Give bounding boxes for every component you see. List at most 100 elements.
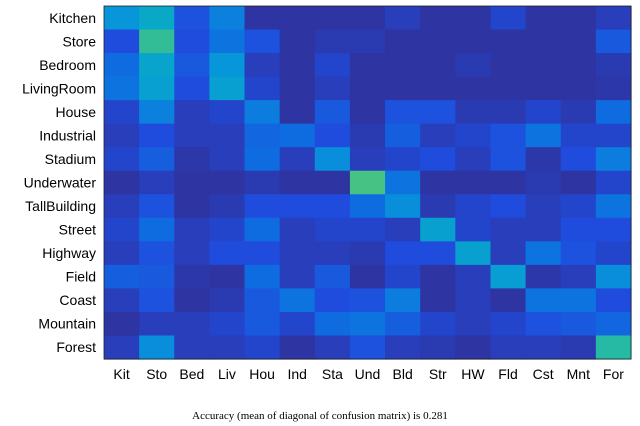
row-label: TallBuilding	[25, 198, 96, 214]
cell-Street-Mnt	[560, 217, 597, 242]
cell-Stadium-Hou	[244, 147, 281, 172]
cell-Bedroom-Hou	[244, 53, 281, 78]
cell-Coast-Mnt	[560, 288, 597, 313]
cell-Coast-Str	[420, 288, 456, 313]
cell-Street-Ind	[279, 217, 316, 242]
cell-Bedroom-HW	[455, 53, 492, 78]
cell-House-Und	[349, 100, 386, 125]
cell-Underwater-Hou	[244, 170, 281, 195]
cell-TallBuilding-Mnt	[560, 194, 597, 219]
cell-Highway-Bld	[385, 241, 421, 266]
cell-Industrial-Mnt	[560, 123, 597, 148]
cell-Mountain-Mnt	[560, 311, 597, 337]
row-label: Stadium	[45, 151, 96, 167]
cell-Kitchen-Kit	[104, 6, 140, 31]
cell-Industrial-Bld	[385, 123, 421, 148]
column-label: Ind	[287, 366, 306, 382]
cell-Industrial-Cst	[525, 123, 562, 148]
cell-Underwater-HW	[455, 170, 492, 195]
cell-Mountain-For	[595, 311, 632, 337]
cell-Forest-Sta	[314, 335, 351, 360]
cell-Coast-Cst	[525, 288, 562, 313]
cell-Street-Und	[349, 217, 386, 242]
cell-Coast-Sta	[314, 288, 351, 313]
cell-House-For	[595, 100, 632, 125]
cell-Forest-HW	[455, 335, 492, 360]
cell-Store-Mnt	[560, 29, 597, 54]
cell-Stadium-Bed	[174, 147, 210, 172]
cell-Store-Bld	[385, 29, 421, 54]
cell-Stadium-For	[595, 147, 632, 172]
cell-Stadium-Str	[420, 147, 456, 172]
cell-Forest-For	[595, 335, 632, 360]
cell-Highway-Str	[420, 241, 456, 266]
plot-frame	[103, 5, 632, 360]
cell-LivingRoom-Hou	[244, 76, 281, 101]
cell-Kitchen-Cst	[525, 6, 562, 31]
cell-Highway-Kit	[104, 241, 140, 266]
cell-LivingRoom-Ind	[279, 76, 316, 101]
cell-Coast-Liv	[209, 288, 246, 313]
cell-TallBuilding-Sta	[314, 194, 351, 219]
cell-Forest-Kit	[104, 335, 140, 360]
cell-Kitchen-Sta	[314, 6, 351, 31]
cell-Bedroom-Cst	[525, 53, 562, 78]
cell-Field-Kit	[104, 264, 140, 289]
cell-LivingRoom-Liv	[209, 76, 246, 101]
cell-Store-Bed	[174, 29, 210, 54]
row-label: House	[56, 104, 97, 120]
row-label: Store	[63, 33, 97, 49]
cell-Industrial-Sto	[139, 123, 175, 148]
cell-Industrial-Ind	[279, 123, 316, 148]
cell-Underwater-Fld	[490, 170, 527, 195]
cell-Coast-Sto	[139, 288, 175, 313]
cell-Coast-Fld	[490, 288, 527, 313]
cell-Street-Liv	[209, 217, 246, 242]
cell-TallBuilding-Str	[420, 194, 456, 219]
cell-Forest-Hou	[244, 335, 281, 360]
cell-Store-Und	[349, 29, 386, 54]
cell-House-Mnt	[560, 100, 597, 125]
cell-TallBuilding-Sto	[139, 194, 175, 219]
cell-House-Sto	[139, 100, 175, 125]
cell-Kitchen-Liv	[209, 6, 246, 31]
row-label: Industrial	[39, 127, 96, 143]
column-label: Sto	[146, 366, 167, 382]
cell-Underwater-Und	[349, 170, 386, 195]
row-label: Kitchen	[49, 10, 96, 26]
cell-Mountain-Sta	[314, 311, 351, 337]
cell-Underwater-For	[595, 170, 632, 195]
row-labels: Kitchen Store Bedroom LivingRoom House Indust…	[22, 10, 96, 355]
cell-TallBuilding-Und	[349, 194, 386, 219]
row-label: Forest	[56, 339, 96, 355]
cell-Bedroom-Sta	[314, 53, 351, 78]
cell-Kitchen-Fld	[490, 6, 527, 31]
cell-Store-Ind	[279, 29, 316, 54]
cell-Kitchen-Sto	[139, 6, 175, 31]
cell-Store-Hou	[244, 29, 281, 54]
cell-Mountain-Und	[349, 311, 386, 337]
cell-LivingRoom-Und	[349, 76, 386, 101]
cell-Forest-Fld	[490, 335, 527, 360]
cell-Industrial-Kit	[104, 123, 140, 148]
column-label: Bed	[179, 366, 204, 382]
cell-Kitchen-HW	[455, 6, 492, 31]
cell-Stadium-Liv	[209, 147, 246, 172]
column-label: Liv	[218, 366, 236, 382]
cell-House-Fld	[490, 100, 527, 125]
column-label: Str	[429, 366, 447, 382]
cell-Street-Bld	[385, 217, 421, 242]
cell-Bedroom-Str	[420, 53, 456, 78]
cell-Store-Kit	[104, 29, 140, 54]
cell-TallBuilding-Liv	[209, 194, 246, 219]
cell-Street-Fld	[490, 217, 527, 242]
cell-Underwater-Bld	[385, 170, 421, 195]
cell-Bedroom-Sto	[139, 53, 175, 78]
cell-House-Ind	[279, 100, 316, 125]
cell-Underwater-Str	[420, 170, 456, 195]
cell-Stadium-Sta	[314, 147, 351, 172]
cell-Highway-Bed	[174, 241, 210, 266]
cell-Mountain-Kit	[104, 311, 140, 337]
cell-Bedroom-Liv	[209, 53, 246, 78]
cell-Highway-Und	[349, 241, 386, 266]
